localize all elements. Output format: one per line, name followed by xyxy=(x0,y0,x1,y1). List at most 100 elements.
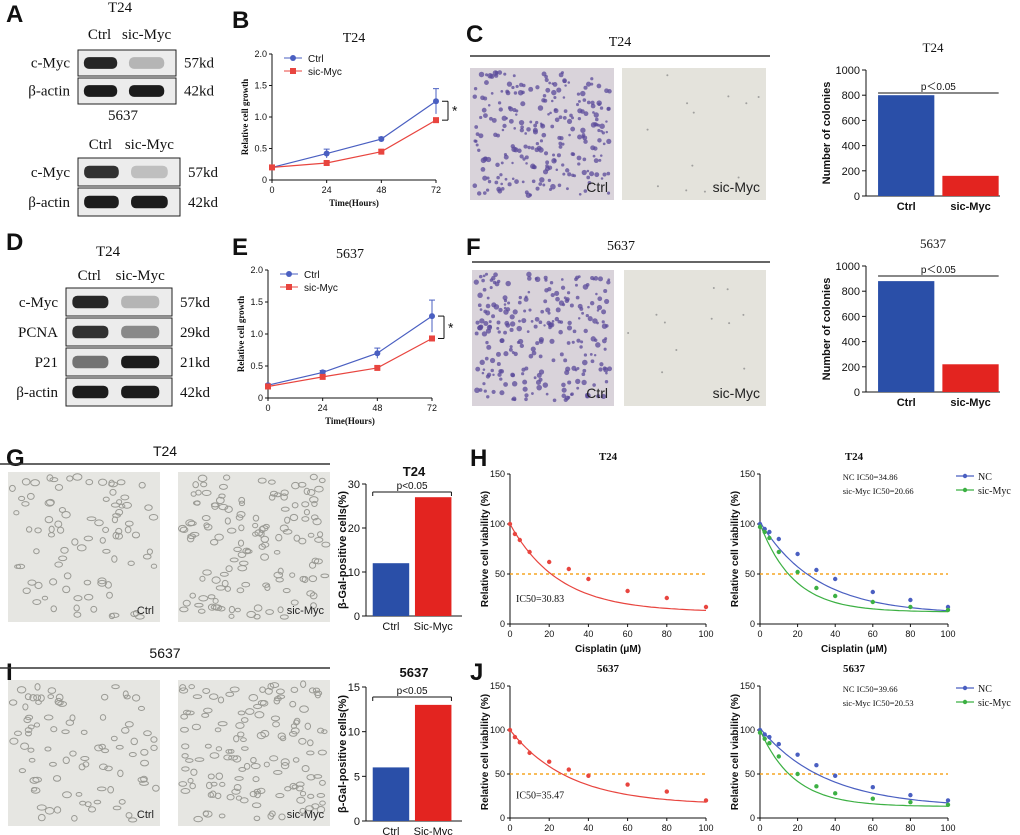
x-tick-label: 80 xyxy=(905,629,915,639)
colony-dot xyxy=(512,74,516,78)
ctrl-image xyxy=(8,680,160,826)
x-axis-label: Time(Hours) xyxy=(325,416,375,426)
colony-dot xyxy=(479,318,485,324)
x-tick-label: 60 xyxy=(623,629,633,639)
cell xyxy=(306,774,316,781)
cell xyxy=(292,757,300,763)
cell xyxy=(259,525,269,532)
colony-dot xyxy=(472,94,477,99)
cell xyxy=(54,561,63,568)
colony-dot xyxy=(601,323,608,329)
data-point xyxy=(814,784,819,789)
dose-chart-J1: 0501001500204060801005637Cisplatin (μM)R… xyxy=(480,663,714,833)
colony-dot xyxy=(497,101,502,105)
cell xyxy=(300,680,307,688)
cell xyxy=(99,537,106,544)
cell xyxy=(260,553,270,561)
cell xyxy=(222,474,231,481)
cell xyxy=(301,501,310,508)
data-point xyxy=(795,771,800,777)
colony-dot xyxy=(547,311,551,315)
cell xyxy=(312,687,321,693)
bar xyxy=(942,175,999,196)
band-ctrl xyxy=(72,295,109,309)
colony-dot xyxy=(511,177,515,181)
cell xyxy=(244,548,251,554)
chart-title: 5637 xyxy=(336,247,364,262)
colony-dot xyxy=(593,338,598,343)
cell xyxy=(97,577,107,585)
colony-dot xyxy=(549,280,554,285)
y-tick-label: 1.0 xyxy=(250,329,263,339)
colony-dot xyxy=(508,347,513,352)
cell xyxy=(83,579,92,586)
cell xyxy=(20,742,30,750)
cell xyxy=(180,788,191,794)
x-tick-label: Ctrl xyxy=(382,826,399,835)
cell xyxy=(111,684,120,690)
colony-dot xyxy=(566,291,571,295)
colony-dot xyxy=(594,172,600,178)
colony-dot xyxy=(589,300,595,306)
blot-row-size: 42kd xyxy=(184,84,215,100)
cell xyxy=(202,569,212,576)
colony-dot xyxy=(524,155,529,160)
colony-dot xyxy=(570,152,575,156)
cell xyxy=(279,735,287,742)
colony-dot xyxy=(583,328,588,334)
lane-label-ctrl: Ctrl xyxy=(89,137,112,153)
colony-dot xyxy=(595,342,601,348)
colony-dot xyxy=(491,389,496,394)
y-tick-label: 2.0 xyxy=(250,265,263,275)
western-blot: T24 Ctrl sic-Myc c-Myc 57kd β-actin 42kd xyxy=(28,0,215,105)
y-tick-label: 1000 xyxy=(836,65,860,77)
x-tick-label: 48 xyxy=(372,403,382,413)
image-label: Ctrl xyxy=(137,809,154,821)
y-tick-label: 1.5 xyxy=(250,297,263,307)
colony-dot xyxy=(585,283,590,287)
cell xyxy=(297,481,307,488)
cell xyxy=(63,572,72,580)
colony-dot xyxy=(601,320,605,324)
data-point xyxy=(703,604,709,610)
colony-dot xyxy=(562,78,567,84)
cell xyxy=(210,781,218,787)
cell xyxy=(202,687,211,694)
cell xyxy=(319,779,326,786)
cell xyxy=(275,533,283,542)
colony-dot xyxy=(556,153,561,158)
cell xyxy=(253,703,263,710)
colony-dot xyxy=(691,164,694,167)
colony-dot xyxy=(527,290,531,294)
cell xyxy=(179,606,189,613)
cell xyxy=(253,604,263,612)
blot-title: T24 xyxy=(108,0,133,16)
colony-dot xyxy=(590,82,594,86)
colony-dot xyxy=(692,111,695,114)
colony-dot xyxy=(532,127,538,133)
cell xyxy=(237,565,248,572)
colony-dot xyxy=(569,113,573,118)
panel-letter-G: G xyxy=(6,445,25,472)
x-tick-label: 80 xyxy=(662,629,672,639)
colony-dot xyxy=(590,103,596,109)
colony-dot xyxy=(536,372,542,378)
image-title: T24 xyxy=(609,35,632,50)
colony-dot xyxy=(535,141,540,146)
colony-dot xyxy=(627,332,630,335)
colony-dot xyxy=(530,163,536,169)
colony-dot xyxy=(485,73,489,77)
colony-dot xyxy=(562,96,566,99)
cell xyxy=(28,757,36,763)
cell xyxy=(209,539,219,546)
colony-dot xyxy=(508,106,514,112)
colony-dot xyxy=(597,296,603,302)
dose-chart-H1: 0 50 100 150 0 20 40 60 80 100 T24 Cisplatin (μM) Re… xyxy=(480,451,714,655)
cell xyxy=(241,746,249,751)
colony-dot xyxy=(555,168,559,172)
colony-dot xyxy=(597,128,601,133)
legend-label: Ctrl xyxy=(308,54,324,65)
colony-dot xyxy=(551,319,555,323)
cell xyxy=(228,755,239,761)
data-point xyxy=(767,535,772,541)
